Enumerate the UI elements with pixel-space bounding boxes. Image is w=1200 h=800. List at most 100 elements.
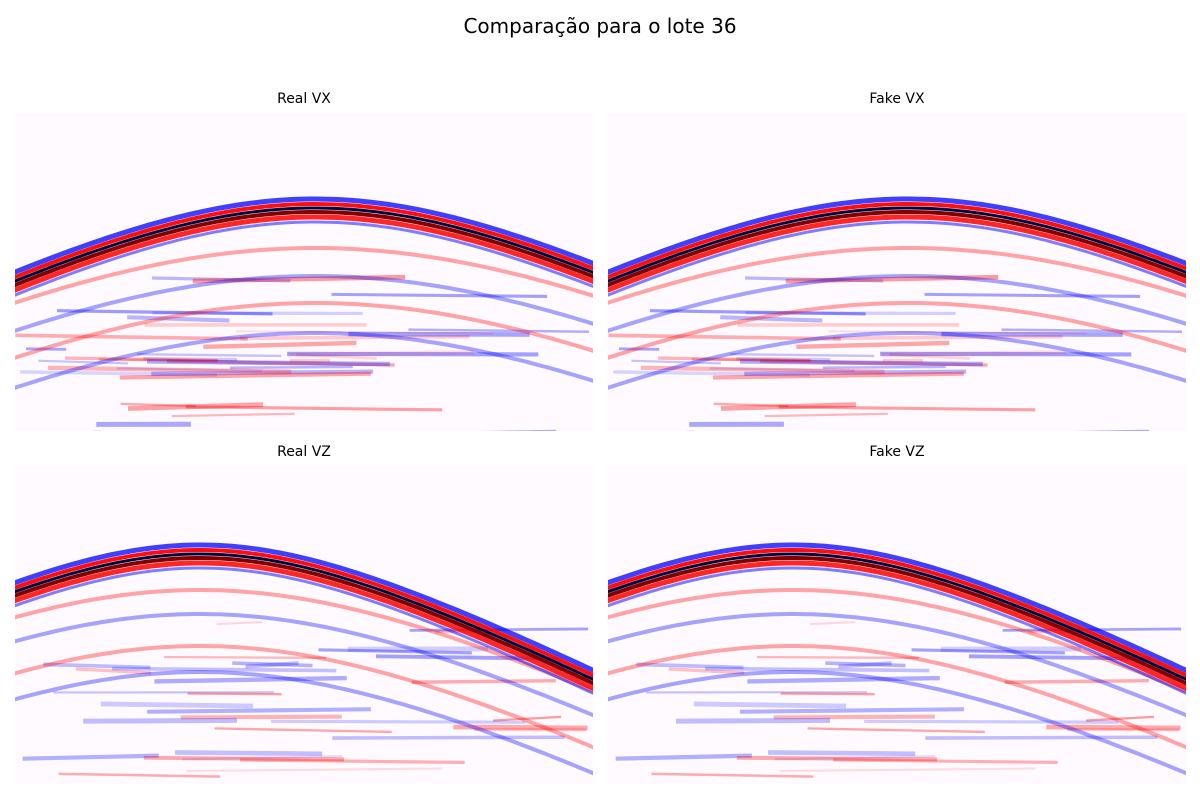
wavefront-band [608,206,1186,283]
reflection-streak [608,333,841,341]
fake-vz-wavefield [608,466,1186,784]
wavefront-band [15,566,593,695]
reflection-streak [58,772,221,778]
wavefront-band [608,588,1186,694]
reflection-streak [240,334,470,341]
reflection-streak [691,358,812,362]
wavefront-band [15,220,593,297]
figure-title: Comparação para o lote 36 [463,14,737,38]
background-field [15,113,593,431]
wavefront-band [15,612,593,718]
reflection-streak [332,735,565,740]
seismic-image-real-vz [15,466,593,784]
reflection-streak [775,755,936,761]
reflection-streak [911,648,1065,655]
reflection-streak [705,666,930,673]
panel-title-real-vx: Real VX [277,91,331,107]
reflection-streak [740,707,964,714]
real-vx-wavefield [15,113,593,431]
wavefront-band [15,301,593,360]
wavefront-band [608,566,1186,695]
reflection-streak [636,662,744,670]
reflection-streak [615,753,752,761]
reflection-streak [182,755,343,761]
fake-vx-wavefield [608,113,1186,431]
reflection-streak [736,755,938,762]
wavefront-band [15,202,593,280]
reflection-streak [713,402,789,408]
reflection-streak [778,405,1036,412]
reflection-streak [214,727,392,734]
reflection-streak [120,402,196,408]
wavefront-band [608,612,1186,718]
wavefront-band [15,246,593,305]
reflection-streak [1046,724,1181,731]
reflection-streak [116,367,262,372]
wavefront-band [15,644,593,750]
reflection-streak [668,667,745,675]
real-vz-wavefield [15,466,593,784]
reflection-streak [175,750,323,757]
reflection-streak [152,311,363,316]
wavefront-band [608,560,1186,692]
reflection-streak [833,334,1063,341]
reflection-streak [203,340,357,350]
reflection-streak [287,351,539,357]
reflection-streak [186,767,443,773]
reflection-streak [833,758,1058,764]
reflection-streak [232,661,313,668]
wavefront-band [608,331,1186,390]
reflection-streak [240,758,465,764]
reflection-streak [924,292,1141,298]
reflection-streak [1085,715,1155,722]
reflection-streak [822,365,946,370]
reflection-streak [154,675,347,684]
reflection-streak [185,405,443,412]
reflection-streak [745,311,956,316]
reflection-streak [192,274,406,284]
reflection-streak [180,714,342,720]
wavefront-band [15,560,593,692]
reflection-streak [1004,678,1149,684]
reflection-streak [747,675,940,684]
wavefront-band [15,210,593,288]
panel-title-real-vz: Real VZ [277,444,331,460]
wavefront-band [608,552,1186,681]
reflection-streak [98,358,219,362]
panel-title-fake-vz: Fake VZ [869,444,925,460]
wavefront-band [15,548,593,678]
wavefront-band [608,202,1186,280]
reflection-streak [807,727,985,734]
wavefront-band [15,552,593,681]
wavefront-band [15,206,593,283]
reflection-streak [658,356,811,363]
reflection-streak [764,412,888,418]
reflection-streak [163,655,326,660]
reflection-streak [773,714,935,720]
reflection-streak [143,356,238,362]
reflection-streak [127,315,230,323]
reflection-streak [15,333,248,341]
reflection-streak [216,621,263,626]
reflection-streak [640,365,885,374]
wavefront-band [608,246,1186,305]
reflection-streak [146,359,390,367]
reflection-streak [229,365,353,370]
reflection-streak [828,330,1087,335]
reflection-streak [331,292,548,298]
reflection-streak [65,356,218,363]
reflection-streak [649,309,866,316]
reflection-streak [756,655,919,660]
reflection-streak [712,371,964,380]
reflection-streak [408,328,589,333]
reflection-streak [744,369,967,376]
reflection-streak [56,309,273,316]
reflection-streak [709,367,855,372]
reflection-streak [759,359,988,367]
reflection-streak [864,719,1119,724]
reflection-streak [112,666,337,673]
reflection-streak [880,351,1132,357]
reflection-streak [1001,328,1182,333]
wavefront-band [608,644,1186,750]
reflection-streak [889,353,970,360]
